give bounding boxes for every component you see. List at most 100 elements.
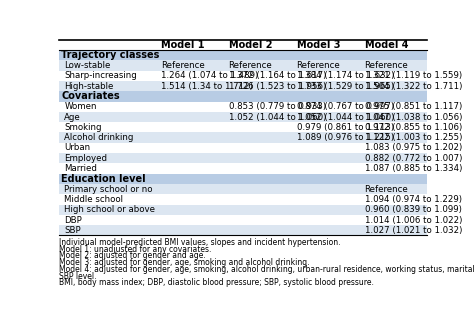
Bar xyxy=(158,112,227,122)
Text: 1.087 (0.885 to 1.334): 1.087 (0.885 to 1.334) xyxy=(365,164,462,173)
Text: Model 3: Model 3 xyxy=(297,40,340,50)
Bar xyxy=(362,50,427,60)
Bar xyxy=(294,132,362,143)
Text: 0.975 (0.851 to 1.117): 0.975 (0.851 to 1.117) xyxy=(365,102,462,111)
Bar xyxy=(59,132,158,143)
Bar xyxy=(362,225,427,235)
Text: Primary school or no: Primary school or no xyxy=(64,185,153,193)
Bar xyxy=(294,163,362,174)
Bar xyxy=(294,91,362,101)
Bar xyxy=(362,132,427,143)
Bar xyxy=(362,143,427,153)
Text: High school or above: High school or above xyxy=(64,205,155,214)
Bar xyxy=(59,225,158,235)
Bar xyxy=(227,194,294,204)
Text: Reference: Reference xyxy=(228,61,273,70)
Bar xyxy=(59,40,158,50)
Bar xyxy=(59,60,158,71)
Bar xyxy=(294,60,362,71)
Bar xyxy=(227,101,294,112)
Bar xyxy=(59,112,158,122)
Bar xyxy=(294,60,362,71)
Bar xyxy=(362,60,427,71)
Bar xyxy=(227,40,294,50)
Bar xyxy=(158,163,227,174)
Bar xyxy=(294,215,362,225)
Bar xyxy=(227,225,294,235)
Text: Model 3: adjusted for gender, age, smoking and alcohol drinking.: Model 3: adjusted for gender, age, smoki… xyxy=(59,258,310,267)
Bar xyxy=(227,215,294,225)
Bar xyxy=(294,225,362,235)
Bar xyxy=(227,60,294,71)
Bar xyxy=(362,174,427,184)
Bar xyxy=(227,50,294,60)
Bar xyxy=(294,225,362,235)
Text: Low-stable: Low-stable xyxy=(64,61,111,70)
Bar xyxy=(158,91,227,101)
Bar xyxy=(294,163,362,174)
Bar xyxy=(294,50,362,60)
Bar xyxy=(362,194,427,204)
Text: 1.052 (1.044 to 1.060): 1.052 (1.044 to 1.060) xyxy=(228,112,326,121)
Bar xyxy=(362,215,427,225)
Bar xyxy=(59,71,158,81)
Bar xyxy=(362,122,427,132)
Bar xyxy=(362,101,427,112)
Bar xyxy=(59,101,158,112)
Text: 1.384 (1.174 to 1.632): 1.384 (1.174 to 1.632) xyxy=(297,71,394,80)
Text: 1.027 (1.021 to 1.032): 1.027 (1.021 to 1.032) xyxy=(365,226,462,235)
Bar xyxy=(227,174,294,184)
Bar xyxy=(227,91,294,101)
Bar xyxy=(227,122,294,132)
Bar xyxy=(294,122,362,132)
Bar xyxy=(227,60,294,71)
Bar xyxy=(158,225,227,235)
Text: 0.979 (0.861 to 1.113): 0.979 (0.861 to 1.113) xyxy=(297,123,394,132)
Bar xyxy=(227,112,294,122)
Bar xyxy=(158,40,227,50)
Text: 1.264 (1.074 to 1.489): 1.264 (1.074 to 1.489) xyxy=(161,71,258,80)
Text: 1.372 (1.164 to 1.617): 1.372 (1.164 to 1.617) xyxy=(228,71,326,80)
Text: BMI, body mass index; DBP, diastolic blood pressure; SBP, systolic blood pressur: BMI, body mass index; DBP, diastolic blo… xyxy=(59,278,374,287)
Bar xyxy=(362,184,427,194)
Bar xyxy=(227,81,294,91)
Bar xyxy=(362,50,427,60)
Bar xyxy=(294,204,362,215)
Bar xyxy=(362,215,427,225)
Bar xyxy=(362,194,427,204)
Bar xyxy=(294,204,362,215)
Text: 0.874 (0.767 to 0.997): 0.874 (0.767 to 0.997) xyxy=(297,102,394,111)
Bar xyxy=(294,143,362,153)
Bar xyxy=(294,215,362,225)
Bar xyxy=(158,101,227,112)
Text: Covariates: Covariates xyxy=(62,91,120,101)
Bar xyxy=(59,143,158,153)
Bar xyxy=(294,194,362,204)
Bar xyxy=(59,184,158,194)
Text: SBP: SBP xyxy=(64,226,81,235)
Bar xyxy=(294,153,362,163)
Bar xyxy=(294,174,362,184)
Bar xyxy=(158,71,227,81)
Text: SBP level.: SBP level. xyxy=(59,272,97,281)
Bar xyxy=(158,50,227,60)
Bar xyxy=(158,60,227,71)
Bar xyxy=(59,174,158,184)
Bar xyxy=(362,143,427,153)
Bar xyxy=(158,81,227,91)
Text: Trajectory classes: Trajectory classes xyxy=(62,50,160,60)
Text: 1.089 (0.976 to 1.215): 1.089 (0.976 to 1.215) xyxy=(297,133,394,142)
Bar xyxy=(227,194,294,204)
Bar xyxy=(227,163,294,174)
Text: Model 4: adjusted for gender, age, smoking, alcohol drinking, urban-rural reside: Model 4: adjusted for gender, age, smoki… xyxy=(59,265,474,274)
Bar xyxy=(362,225,427,235)
Bar xyxy=(362,40,427,50)
Bar xyxy=(294,112,362,122)
Bar xyxy=(158,71,227,81)
Bar xyxy=(59,153,158,163)
Text: 1.504 (1.322 to 1.711): 1.504 (1.322 to 1.711) xyxy=(365,82,462,90)
Bar xyxy=(158,40,227,50)
Text: Model 2: adjusted for gender and age.: Model 2: adjusted for gender and age. xyxy=(59,251,206,260)
Text: 1.083 (0.975 to 1.202): 1.083 (0.975 to 1.202) xyxy=(365,143,462,152)
Bar xyxy=(59,81,158,91)
